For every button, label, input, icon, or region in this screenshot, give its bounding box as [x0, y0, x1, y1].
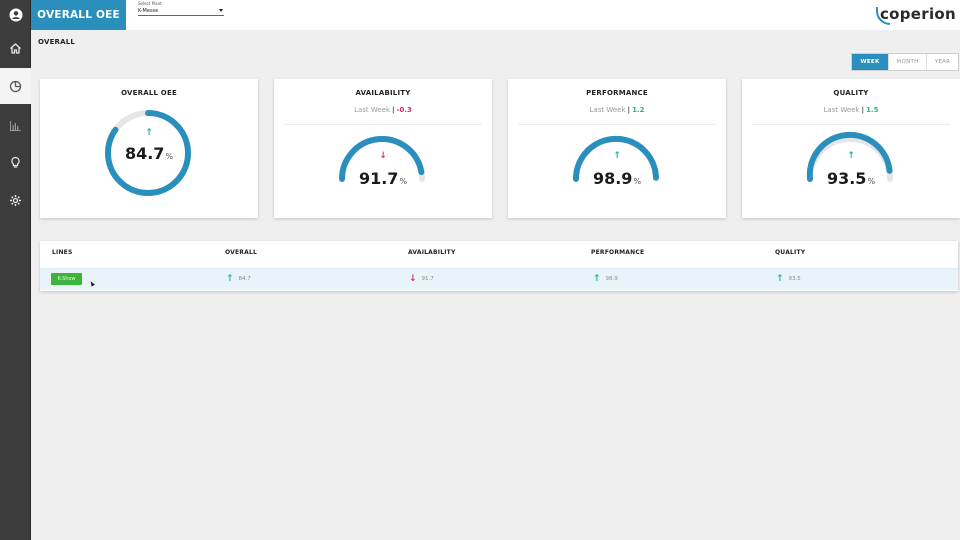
comparison-row: Last Week | 1.5 [823, 106, 879, 114]
plant-select-label: Select Plant [138, 1, 162, 6]
delta-value: -0.3 [396, 106, 412, 114]
period-year-button[interactable]: YEAR [934, 59, 951, 65]
card-title: AVAILABILITY [355, 89, 411, 97]
delta-value: 1.2 [632, 106, 645, 114]
card-title: PERFORMANCE [586, 89, 648, 97]
coperion-logo: coperion [875, 3, 956, 25]
cell-overall: ↑ 84.7 [226, 274, 251, 284]
plant-select-dropdown[interactable]: K-Messe [138, 6, 224, 16]
header-lines: LINES [52, 249, 73, 256]
performance-value: 98.9% [592, 169, 642, 188]
header-availability: AVAILABILITY [408, 249, 456, 256]
trend-down-icon: ↓ [409, 274, 417, 284]
section-title: OVERALL [38, 38, 76, 46]
cell-performance: ↑ 98.9 [593, 274, 618, 284]
sidebar-item-charts[interactable] [0, 107, 31, 143]
sidebar-item-oee[interactable] [0, 68, 31, 104]
quality-value: 93.5% [826, 169, 876, 188]
lines-table: LINES OVERALL AVAILABILITY PERFORMANCE Q… [40, 241, 958, 291]
performance-gauge [572, 135, 659, 182]
table-row[interactable]: K-Show ↑ 84.7 ↓ 91.7 ↑ 98.9 ↑ 93.5 [40, 268, 958, 290]
pie-chart-icon [9, 80, 22, 92]
card-title: QUALITY [833, 89, 869, 97]
sidebar-item-profile[interactable] [0, 0, 31, 30]
performance-card: PERFORMANCE Last Week | 1.2 ↑ 98.9% [508, 79, 726, 218]
trend-up-icon: ↑ [613, 151, 621, 161]
divider [518, 124, 716, 125]
settings-icon [10, 194, 21, 206]
logo-swoosh-icon [875, 7, 890, 25]
availability-value: 91.7% [358, 169, 408, 188]
divider [284, 124, 482, 125]
bar-chart-icon [10, 120, 21, 131]
delta-value: 1.5 [866, 106, 879, 114]
cell-quality: ↑ 93.5 [776, 274, 801, 284]
comparison-row: Last Week | -0.3 [354, 106, 412, 114]
divider [752, 124, 950, 125]
logo-text: coperion [879, 5, 956, 23]
trend-down-icon: ↓ [379, 151, 387, 161]
sidebar-item-insights[interactable] [0, 144, 31, 180]
quality-gauge [806, 131, 893, 182]
trend-up-icon: ↑ [847, 151, 855, 161]
period-toggle: WEEK MONTH YEAR [851, 53, 959, 71]
trend-up-icon: ↑ [776, 274, 784, 284]
page-title: OVERALL OEE [31, 0, 126, 30]
header-quality: QUALITY [775, 249, 806, 256]
home-icon [10, 42, 21, 54]
lightbulb-icon [11, 156, 20, 168]
period-month-button[interactable]: MONTH [889, 54, 927, 70]
trend-up-icon: ↑ [226, 274, 234, 284]
plant-select[interactable]: Select Plant K-Messe [138, 1, 224, 17]
header-overall: OVERALL [225, 249, 257, 256]
trend-up-icon: ↑ [145, 128, 153, 138]
chevron-down-icon [219, 9, 223, 12]
sidebar [0, 0, 31, 540]
trend-up-icon: ↑ [593, 274, 601, 284]
line-badge[interactable]: K-Show [51, 273, 82, 285]
availability-card: AVAILABILITY Last Week | -0.3 ↓ 91.7% [274, 79, 492, 218]
overall-oee-card: OVERALL OEE ↑ 84.7% [40, 79, 258, 218]
overall-oee-gauge [105, 110, 191, 196]
cell-availability: ↓ 91.7 [409, 274, 434, 284]
sidebar-item-settings[interactable] [0, 182, 31, 218]
comparison-row: Last Week | 1.2 [589, 106, 645, 114]
availability-gauge [339, 136, 425, 182]
quality-card: QUALITY Last Week | 1.5 ↑ 93.5% [742, 79, 960, 218]
header-performance: PERFORMANCE [591, 249, 645, 256]
period-week-button[interactable]: WEEK [852, 54, 889, 70]
oee-value: 84.7% [124, 144, 174, 163]
sidebar-item-home[interactable] [0, 30, 31, 66]
plant-select-value: K-Messe [138, 7, 159, 14]
top-bar: OVERALL OEE Select Plant K-Messe coperio… [31, 0, 960, 30]
user-icon [9, 8, 22, 22]
card-title: OVERALL OEE [121, 89, 177, 97]
